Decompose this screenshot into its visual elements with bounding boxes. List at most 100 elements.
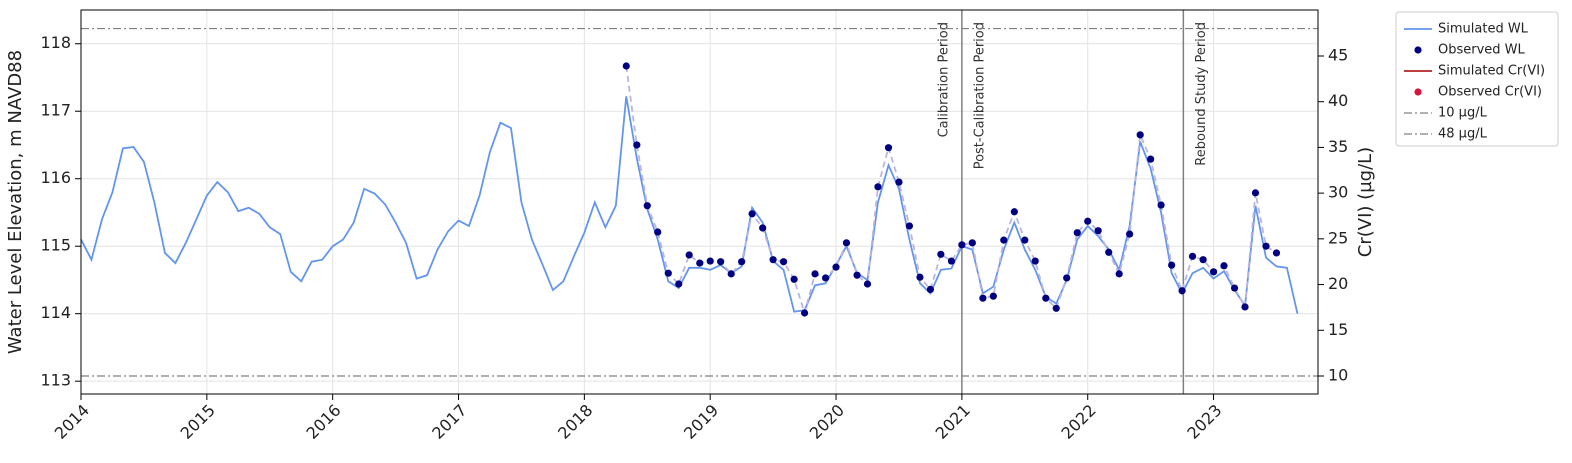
point	[643, 202, 651, 210]
point	[1052, 304, 1060, 312]
y2-tick-label: 35	[1328, 137, 1348, 156]
legend-box	[1395, 11, 1559, 147]
y2-tick-label: 45	[1328, 45, 1348, 64]
plot: Calibration Period Post-Calibration Perio…	[80, 10, 1318, 394]
x-tick-label: 2016	[302, 401, 344, 443]
legend-label: Simulated Cr(VI)	[1438, 64, 1545, 79]
y2-tick-label: 10	[1328, 365, 1348, 384]
legend: Simulated WL Observed WL Simulated Cr(VI) O…	[1395, 11, 1559, 147]
x-tick-label: 2014	[51, 401, 93, 443]
observed-connector	[625, 65, 1277, 317]
point	[1262, 242, 1270, 250]
point	[769, 256, 777, 264]
point	[1241, 303, 1249, 311]
period-label: Rebound Study Period	[1194, 22, 1209, 166]
y2-tick-label: 30	[1328, 183, 1348, 202]
plot-area	[81, 10, 1318, 394]
point	[759, 224, 767, 232]
point	[748, 210, 756, 218]
point	[1251, 189, 1260, 197]
point	[654, 228, 662, 236]
point	[1021, 236, 1029, 244]
point	[1063, 274, 1071, 282]
y-tick-label: 118	[40, 33, 71, 52]
x-tick-label: 2015	[177, 401, 219, 443]
point	[1230, 284, 1239, 292]
x-tick-label: 2017	[428, 401, 470, 443]
x-tick-label: 2019	[680, 401, 722, 443]
point	[1094, 227, 1102, 235]
plot-frame	[80, 9, 1319, 395]
y2-tick-label: 25	[1328, 228, 1348, 247]
legend-label: Observed WL	[1438, 43, 1526, 58]
point	[675, 280, 683, 288]
point	[1126, 230, 1134, 238]
point	[790, 275, 798, 283]
point	[895, 178, 903, 186]
point	[958, 241, 966, 249]
point	[916, 273, 924, 281]
point	[1178, 287, 1186, 295]
y2-tick-label: 40	[1328, 91, 1348, 110]
point	[874, 183, 882, 191]
point	[1042, 294, 1050, 302]
point	[905, 222, 913, 230]
point	[863, 280, 872, 288]
point	[727, 270, 735, 278]
point	[1115, 270, 1123, 278]
point	[947, 257, 956, 265]
line-series	[80, 96, 1299, 314]
point	[842, 239, 851, 247]
point	[738, 258, 746, 266]
point	[811, 270, 819, 278]
point	[779, 258, 788, 266]
x-tick-label: 2018	[554, 401, 596, 443]
point	[664, 269, 672, 277]
point	[622, 62, 630, 70]
y-tick-label: 117	[40, 101, 71, 120]
point	[1105, 248, 1113, 256]
point	[717, 258, 725, 266]
x-tick-label: 2021	[932, 401, 974, 443]
y-tick-label: 114	[40, 303, 71, 322]
point	[1188, 252, 1197, 260]
point	[884, 144, 893, 152]
y2-tick-label: 15	[1328, 320, 1348, 339]
point	[800, 309, 809, 317]
point	[1073, 229, 1081, 237]
point	[989, 292, 997, 300]
legend-label: 48 µg/L	[1438, 127, 1488, 142]
point	[1147, 155, 1155, 163]
point	[1084, 217, 1092, 225]
legend-swatch	[1414, 88, 1422, 96]
point	[696, 259, 704, 267]
point	[979, 294, 987, 302]
point	[853, 271, 861, 279]
y-axis-label: Water Level Elevation, m NAVD88	[5, 50, 26, 354]
y2-tick-label: 20	[1328, 274, 1348, 293]
y2-axis-label: Cr(VI) (µg/L)	[1355, 147, 1376, 257]
legend-swatch	[1414, 46, 1422, 54]
period-label: Post-Calibration Period	[972, 22, 987, 169]
x-tick-label: 2020	[806, 401, 848, 443]
legend-label: Observed Cr(VI)	[1438, 85, 1542, 100]
legend-label: Simulated WL	[1438, 22, 1529, 37]
point	[832, 263, 840, 271]
point	[1136, 131, 1144, 139]
point	[937, 250, 945, 258]
point	[633, 141, 641, 149]
point	[968, 239, 976, 247]
x-tick-label: 2023	[1183, 401, 1225, 443]
y-tick-label: 113	[40, 371, 71, 390]
point	[1168, 261, 1176, 269]
point	[1000, 236, 1008, 244]
point	[685, 251, 693, 259]
period-label: Calibration Period	[936, 22, 951, 137]
point	[1220, 262, 1228, 270]
point	[821, 274, 830, 282]
point	[1157, 201, 1165, 209]
point	[1010, 208, 1018, 216]
point	[926, 285, 935, 293]
y-tick-label: 115	[40, 236, 71, 255]
